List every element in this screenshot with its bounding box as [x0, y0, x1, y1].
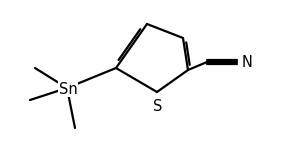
Text: Sn: Sn — [58, 82, 77, 96]
Text: S: S — [153, 99, 163, 114]
Text: N: N — [242, 54, 253, 70]
